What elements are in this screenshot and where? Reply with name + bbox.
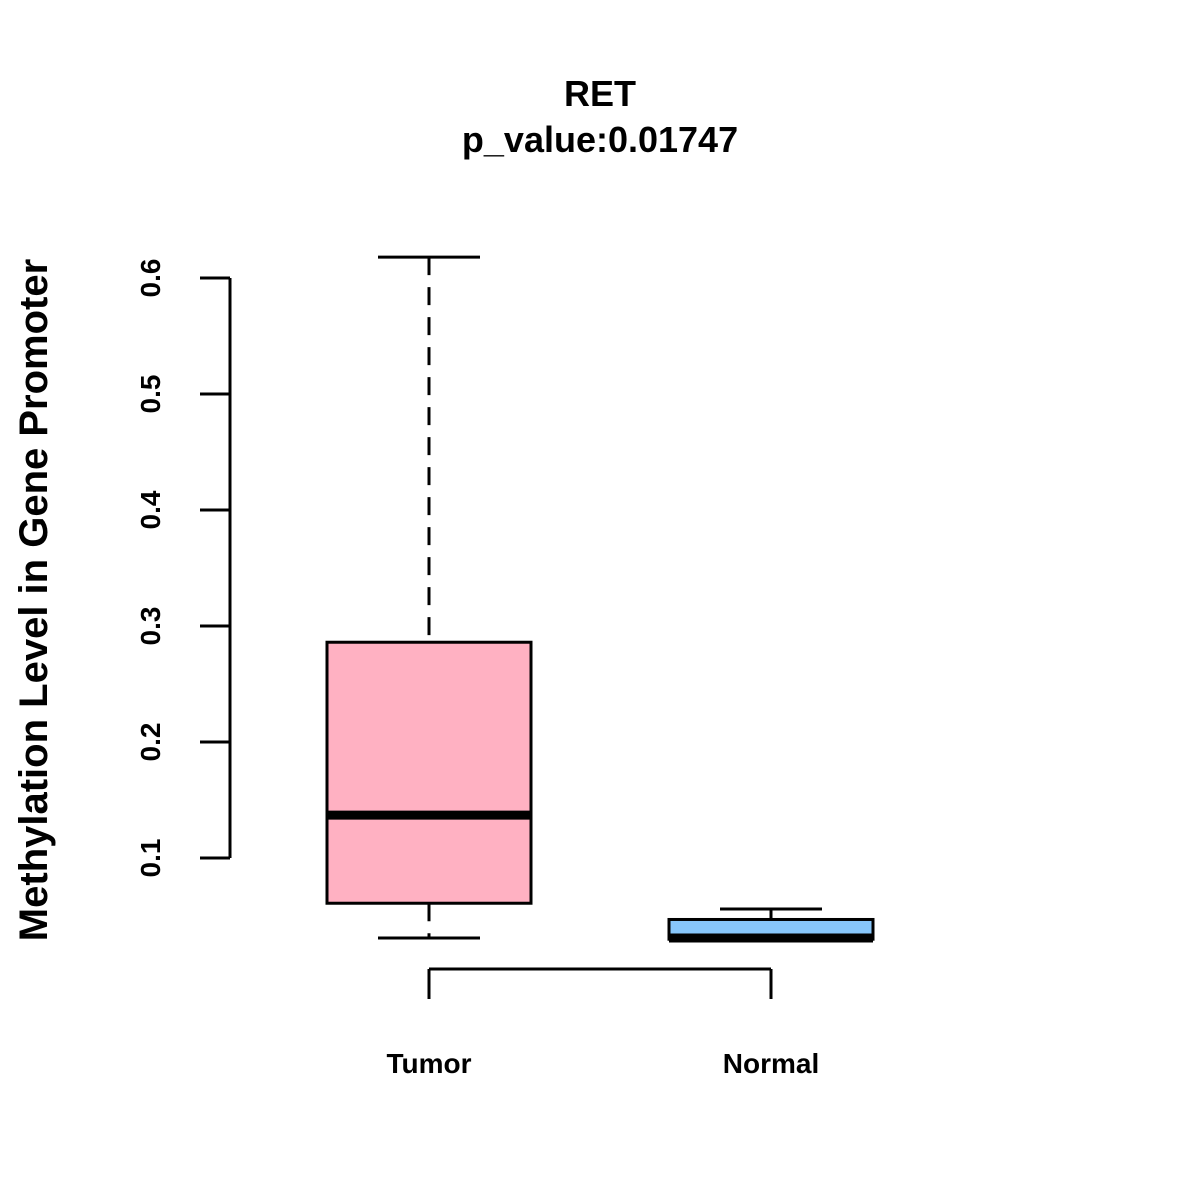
y-axis: 0.1 0.2 0.3 0.4 0.5 0.6 [135, 259, 232, 878]
chart-title: RET [564, 73, 636, 114]
iqr-box [325, 640, 533, 905]
y-tick-label: 0.5 [135, 375, 166, 414]
chart-subtitle: p_value:0.01747 [462, 119, 738, 160]
y-tick-label: 0.3 [135, 607, 166, 646]
y-axis-label: Methylation Level in Gene Promoter [12, 259, 56, 941]
x-tick-label: Normal [723, 1048, 819, 1079]
y-tick-label: 0.4 [135, 490, 166, 529]
box-tumor [325, 255, 533, 940]
y-tick-label: 0.6 [135, 259, 166, 298]
y-tick-label: 0.1 [135, 839, 166, 878]
box-group [325, 255, 875, 943]
y-tick-label: 0.2 [135, 723, 166, 762]
x-tick-label: Tumor [386, 1048, 471, 1079]
box-normal [667, 907, 875, 943]
x-axis: Tumor Normal [386, 967, 819, 1079]
